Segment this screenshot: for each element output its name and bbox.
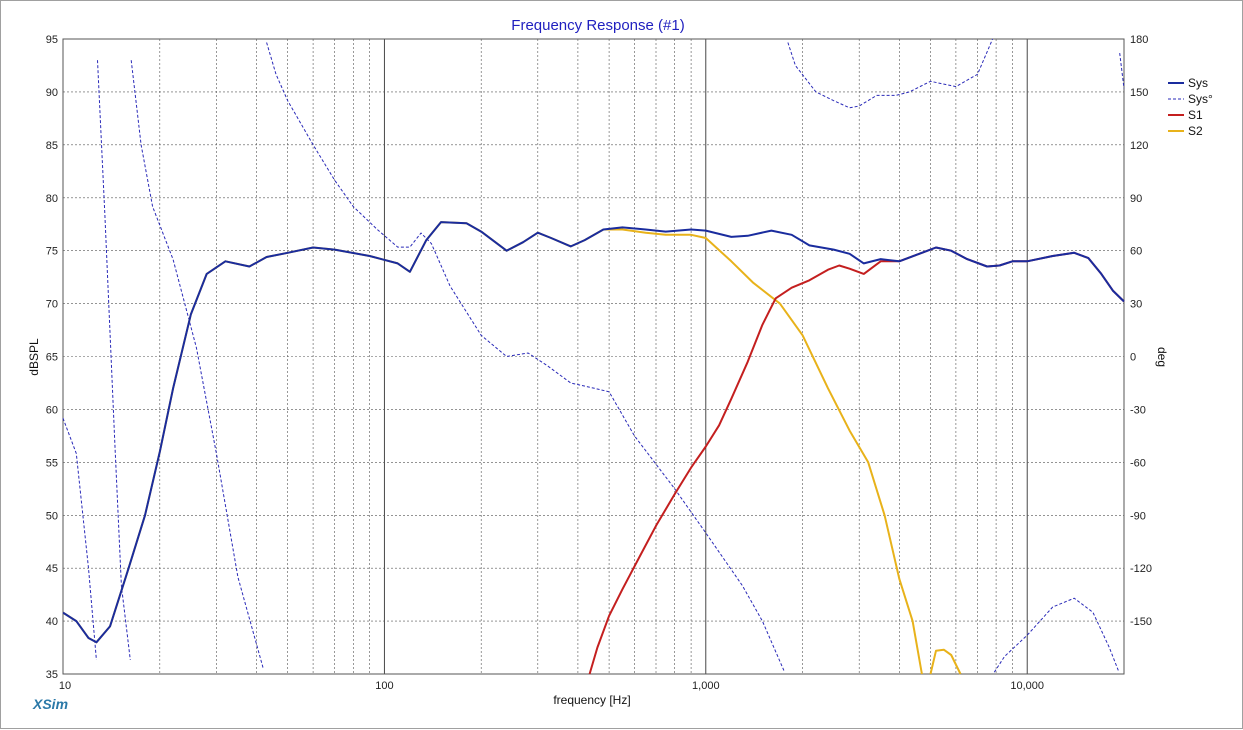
y2-axis-label: deg (1155, 347, 1169, 367)
y-tick-label: 65 (46, 352, 58, 364)
chart-title: Frequency Response (#1) (511, 17, 684, 34)
y-tick-label: 50 (46, 510, 58, 522)
y-tick-label: 60 (46, 404, 58, 416)
xsim-logo: XSim (32, 696, 68, 712)
series-line-s2 (62, 221, 923, 675)
y-tick-label: 95 (46, 34, 58, 46)
y2-tick-label: -60 (1130, 457, 1146, 469)
y-tick-label: 70 (46, 299, 58, 311)
legend-entry: Sys° (1188, 92, 1213, 106)
grid (63, 39, 1124, 674)
y2-tick-label: 180 (1130, 34, 1148, 46)
y2-tick-label: -30 (1130, 404, 1146, 416)
y2-tick-label: -150 (1130, 616, 1152, 628)
y-tick-label: 35 (46, 669, 58, 681)
x-axis-label: frequency [Hz] (553, 693, 630, 707)
tick-labels: 35 40 45 50 55 60 65 70 75 80 85 90 95 -150 -120 -90 -60… (46, 34, 1152, 692)
y2-tick-label: 30 (1130, 299, 1142, 311)
legend: Sys Sys° S1 S2 (1168, 76, 1213, 138)
series-line-s1 (588, 246, 1125, 675)
series-line-sys-phase (62, 38, 1125, 673)
y2-tick-label: 150 (1130, 87, 1148, 99)
x-tick-label: 100 (375, 680, 393, 692)
y2-tick-label: -90 (1130, 510, 1146, 522)
legend-entry: Sys (1188, 76, 1208, 90)
series-line-sys (62, 221, 1125, 644)
y-tick-label: 75 (46, 246, 58, 258)
legend-entry: S2 (1188, 124, 1203, 138)
legend-entry: S1 (1188, 108, 1203, 122)
y2-tick-label: -120 (1130, 563, 1152, 575)
series-line-s2-notch-tail (929, 648, 962, 675)
y-tick-label: 80 (46, 193, 58, 205)
y2-tick-label: 90 (1130, 193, 1142, 205)
x-tick-label: 10 (59, 680, 71, 692)
y-axis-label: dBSPL (27, 338, 41, 376)
y-tick-label: 85 (46, 140, 58, 152)
y2-tick-label: 60 (1130, 246, 1142, 258)
y-tick-label: 45 (46, 563, 58, 575)
y-tick-label: 40 (46, 616, 58, 628)
y-tick-label: 55 (46, 457, 58, 469)
plot-area-border (62, 38, 1125, 675)
series-layer (62, 38, 1125, 675)
x-tick-label: 1,000 (692, 680, 720, 692)
y2-tick-label: 120 (1130, 140, 1148, 152)
y2-tick-label: 0 (1130, 352, 1136, 364)
x-tick-label: 10,000 (1010, 680, 1044, 692)
y-tick-label: 90 (46, 87, 58, 99)
